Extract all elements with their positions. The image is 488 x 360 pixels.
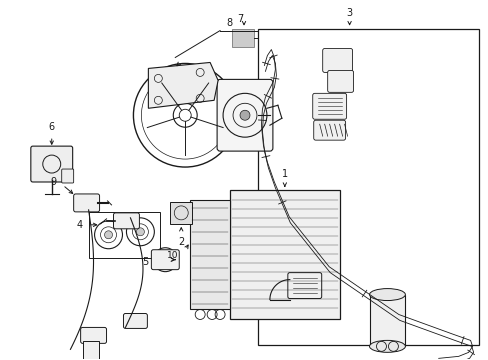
FancyBboxPatch shape bbox=[312, 93, 346, 119]
Text: 9: 9 bbox=[50, 177, 57, 187]
Bar bbox=[258, 28, 478, 345]
Ellipse shape bbox=[369, 289, 405, 301]
FancyBboxPatch shape bbox=[151, 250, 179, 270]
FancyBboxPatch shape bbox=[123, 314, 147, 328]
Bar bbox=[190, 200, 229, 310]
FancyBboxPatch shape bbox=[217, 80, 272, 151]
FancyBboxPatch shape bbox=[74, 194, 100, 212]
Bar bbox=[229, 190, 339, 319]
Text: 7: 7 bbox=[237, 14, 243, 24]
Text: 1: 1 bbox=[281, 169, 287, 179]
FancyBboxPatch shape bbox=[287, 273, 321, 298]
Bar bbox=[232, 28, 253, 46]
Bar bbox=[369, 294, 405, 346]
Ellipse shape bbox=[369, 340, 405, 352]
Bar bbox=[88, 212, 160, 258]
Text: 10: 10 bbox=[166, 251, 178, 260]
Text: 8: 8 bbox=[225, 18, 232, 28]
FancyBboxPatch shape bbox=[327, 71, 353, 92]
Bar bbox=[170, 202, 192, 224]
Circle shape bbox=[240, 110, 249, 120]
Text: 3: 3 bbox=[346, 8, 352, 18]
FancyBboxPatch shape bbox=[113, 213, 139, 229]
Bar bbox=[82, 341, 99, 360]
Text: 6: 6 bbox=[49, 122, 55, 132]
FancyBboxPatch shape bbox=[61, 169, 74, 183]
FancyBboxPatch shape bbox=[31, 146, 73, 182]
Polygon shape bbox=[148, 62, 218, 108]
Text: 5: 5 bbox=[142, 257, 148, 267]
Circle shape bbox=[104, 231, 112, 239]
Circle shape bbox=[136, 228, 144, 236]
Text: 4: 4 bbox=[76, 220, 82, 230]
FancyBboxPatch shape bbox=[322, 49, 352, 72]
FancyBboxPatch shape bbox=[81, 328, 106, 343]
FancyBboxPatch shape bbox=[313, 120, 345, 140]
Text: 2: 2 bbox=[178, 237, 184, 247]
